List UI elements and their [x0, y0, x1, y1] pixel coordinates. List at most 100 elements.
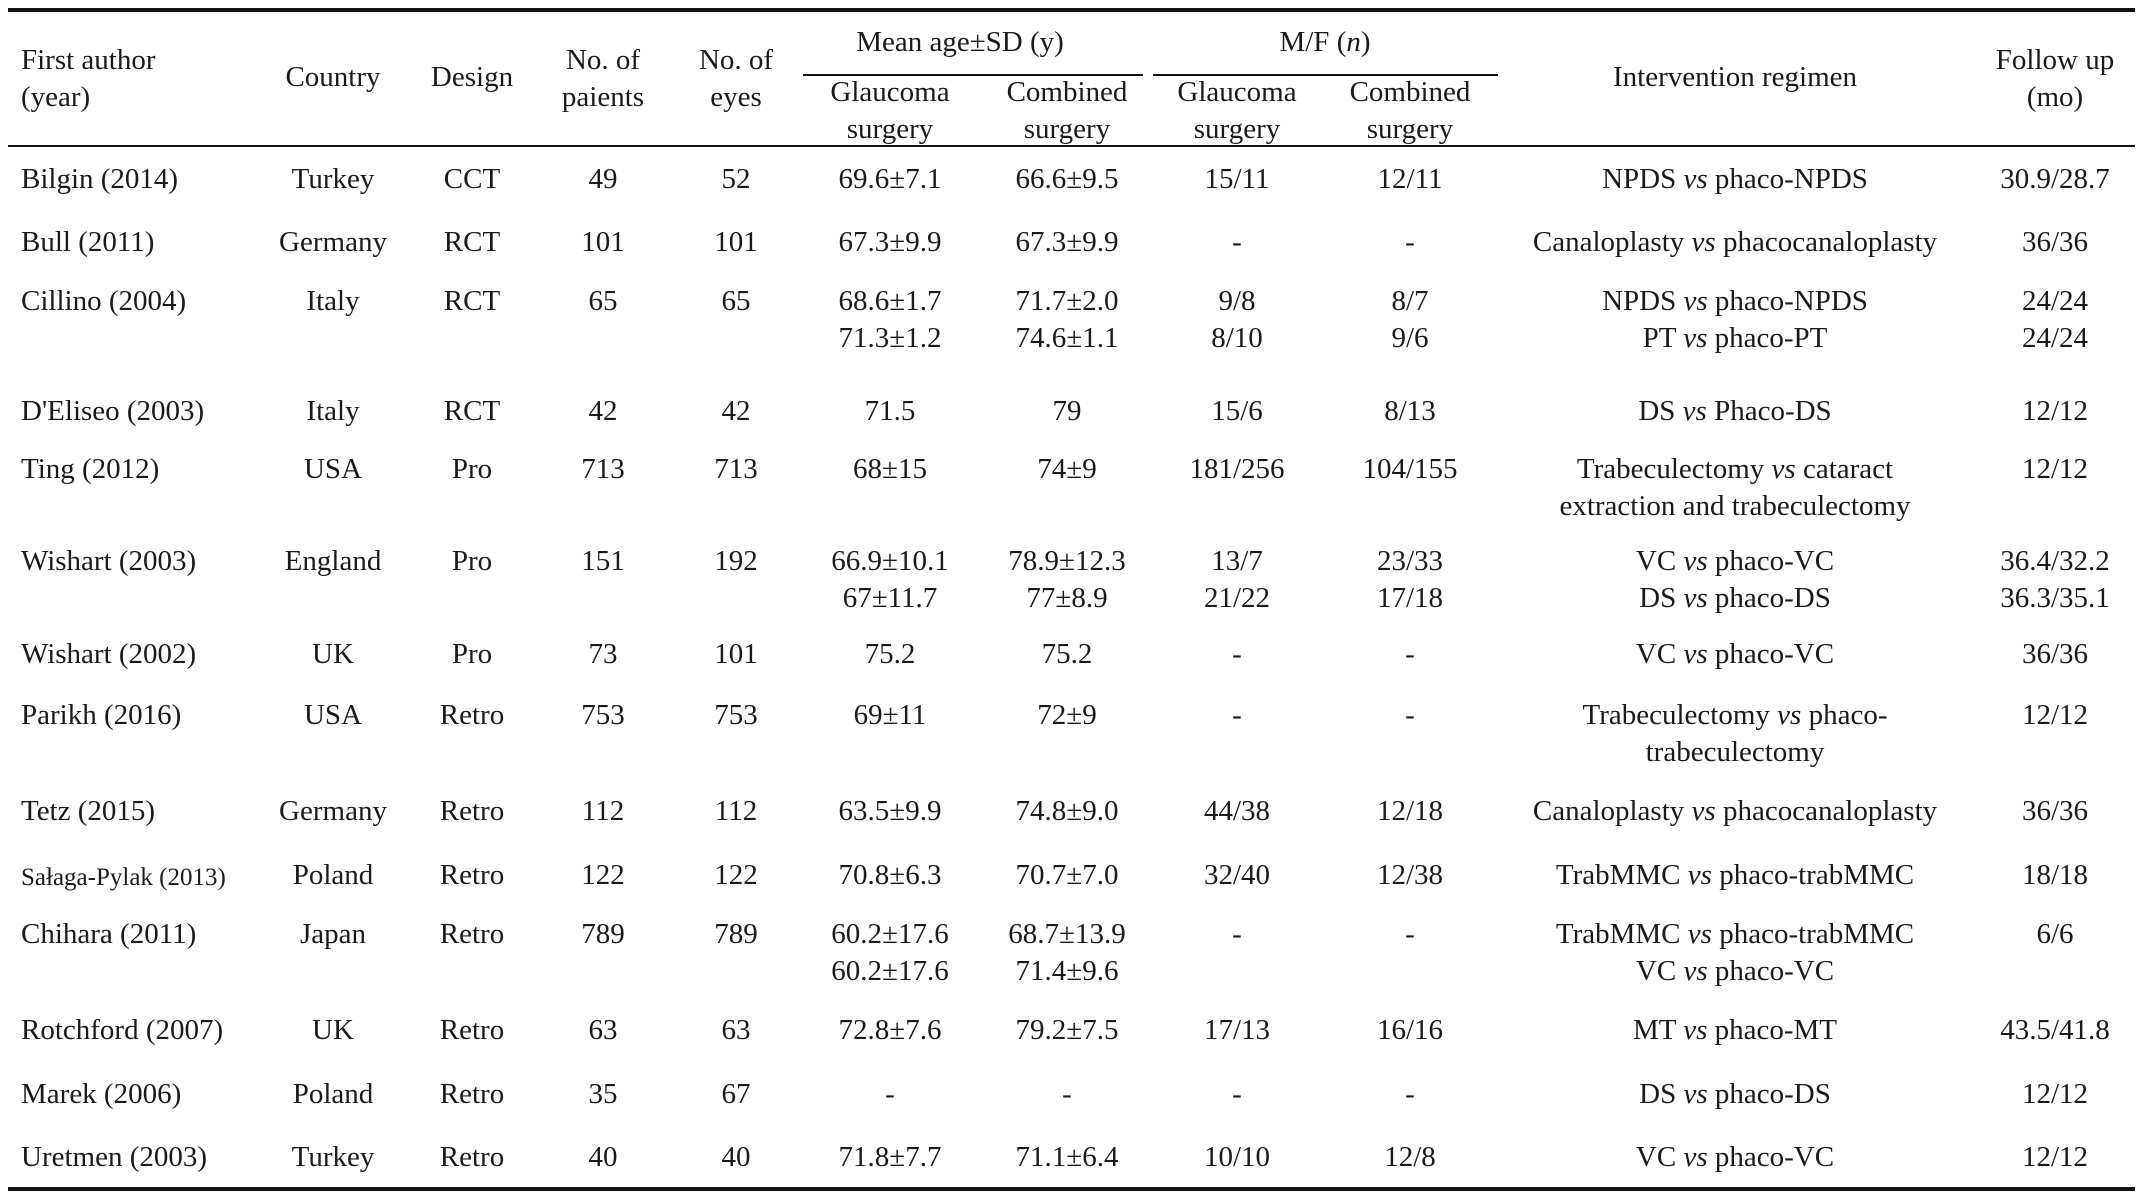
header-mean-age-group: Mean age±SD (y) — [856, 26, 1064, 58]
cell-age-c: 71.1±6.4 — [1015, 1141, 1119, 1173]
cell-intervention: Canaloplasty vs phacocanaloplasty — [1533, 224, 1937, 261]
cell-age-c: 71.7±2.0 — [1015, 285, 1119, 317]
cell-age-c: - — [1062, 1078, 1072, 1110]
cell-design: Retro — [439, 918, 505, 950]
cell-mf-g: - — [1232, 918, 1242, 950]
cell-author: Sałaga-Pylak (2013) — [21, 864, 226, 891]
vs-label: vs — [1683, 285, 1708, 317]
cell-design: Pro — [451, 545, 493, 577]
vs-label: vs — [1691, 795, 1716, 827]
cell-follow: 24/24 — [2021, 285, 2089, 317]
cell-follow: 36.4/32.2 — [2000, 545, 2110, 577]
cell-intervention: VC vs phaco-VC — [1636, 953, 1834, 990]
cell-patients: 63 — [588, 1014, 618, 1046]
header-follow-up: Follow up (mo) — [1995, 44, 2115, 113]
cell-age-g: 60.2±17.6 — [831, 918, 949, 950]
cell-age-g: 69.6±7.1 — [838, 163, 942, 195]
cell-mf-c: - — [1405, 1078, 1415, 1110]
intervention-a: DS — [1639, 1078, 1677, 1110]
cell-eyes: 40 — [721, 1141, 751, 1173]
vs-label: vs — [1682, 395, 1707, 427]
cell-mf-c: 23/33 — [1376, 545, 1444, 577]
cell-patients: 73 — [588, 638, 618, 670]
cell-age-c: 68.7±13.9 — [1008, 918, 1126, 950]
intervention-a: TrabMMC — [1555, 918, 1681, 950]
intervention-b: phaco-VC — [1714, 955, 1835, 987]
cell-age-c: 71.4±9.6 — [1015, 955, 1119, 987]
intervention-b: phaco-VC — [1714, 638, 1835, 670]
cell-follow: 18/18 — [2021, 859, 2089, 891]
cell-intervention: TrabMMC vs phaco-trabMMC — [1556, 916, 1914, 953]
cell-patients: 40 — [588, 1141, 618, 1173]
cell-follow: 12/12 — [2021, 395, 2089, 427]
cell-intervention: DS vs phaco-DS — [1639, 580, 1831, 617]
header-intervention: Intervention regimen — [1613, 61, 1857, 93]
cell-age-c: 70.7±7.0 — [1015, 859, 1119, 891]
cell-author: Chihara (2011) — [21, 918, 197, 950]
cell-eyes: 713 — [714, 453, 758, 485]
cell-design: RCT — [443, 395, 501, 427]
intervention-a: DS — [1638, 395, 1676, 427]
cell-age-c: 74.8±9.0 — [1015, 795, 1119, 827]
intervention-a: DS — [1639, 582, 1677, 614]
cell-age-g: 72.8±7.6 — [838, 1014, 942, 1046]
cell-author: Bilgin (2014) — [21, 163, 179, 195]
cell-country: UK — [312, 638, 354, 670]
intervention-b: phaco-trabMMC — [1719, 859, 1915, 891]
vs-label: vs — [1683, 638, 1708, 670]
cell-follow: 24/24 — [2021, 322, 2089, 354]
cell-follow: 12/12 — [2021, 453, 2089, 485]
cell-follow: 6/6 — [2036, 918, 2074, 950]
cell-patients: 101 — [581, 226, 625, 258]
cell-patients: 42 — [588, 395, 618, 427]
cell-country: Poland — [292, 859, 374, 891]
cell-mf-c: 17/18 — [1376, 582, 1444, 614]
cell-author: Ting (2012) — [21, 453, 160, 485]
cell-intervention-cont: trabeculectomy — [1645, 736, 1825, 768]
cell-mf-g: - — [1232, 699, 1242, 731]
cell-follow: 12/12 — [2021, 699, 2089, 731]
bottom-rule — [8, 1187, 2135, 1191]
cell-patients: 122 — [581, 859, 625, 891]
cell-eyes: 101 — [714, 638, 758, 670]
cell-patients: 35 — [588, 1078, 618, 1110]
cell-age-g: 71.8±7.7 — [838, 1141, 942, 1173]
cell-follow: 36/36 — [2021, 638, 2089, 670]
cell-patients: 753 — [581, 699, 625, 731]
cell-country: Turkey — [291, 163, 375, 195]
intervention-a: NPDS — [1602, 163, 1677, 195]
intervention-b: Phaco-DS — [1714, 395, 1832, 427]
header-patients: No. of paients — [561, 44, 645, 113]
intervention-b: phaco-NPDS — [1714, 163, 1868, 195]
intervention-b: phaco-MT — [1714, 1014, 1838, 1046]
cell-age-g: 68.6±1.7 — [838, 285, 942, 317]
cell-mf-g: 8/10 — [1211, 322, 1263, 354]
cell-eyes: 122 — [714, 859, 758, 891]
cell-intervention: VC vs phaco-VC — [1636, 1139, 1834, 1176]
cell-age-c: 78.9±12.3 — [1008, 545, 1126, 577]
cell-follow: 36/36 — [2021, 795, 2089, 827]
cell-country: Poland — [292, 1078, 374, 1110]
cell-design: Retro — [439, 859, 505, 891]
cell-country: Italy — [306, 395, 360, 427]
cell-age-c: 74.6±1.1 — [1015, 322, 1119, 354]
header-design: Design — [430, 61, 514, 93]
intervention-a: VC — [1635, 545, 1677, 577]
cell-country: England — [284, 545, 382, 577]
cell-design: Retro — [439, 699, 505, 731]
vs-label: vs — [1683, 322, 1708, 354]
cell-age-c: 72±9 — [1037, 699, 1097, 731]
cell-mf-c: 12/8 — [1384, 1141, 1436, 1173]
cell-intervention: VC vs phaco-VC — [1636, 636, 1834, 673]
intervention-a: Trabeculectomy — [1576, 453, 1765, 485]
cell-eyes: 192 — [714, 545, 758, 577]
cell-design: CCT — [443, 163, 501, 195]
intervention-a: Canaloplasty — [1532, 226, 1685, 258]
cell-country: Germany — [279, 795, 387, 827]
cell-age-g: 60.2±17.6 — [831, 955, 949, 987]
cell-mf-c: - — [1405, 226, 1415, 258]
header-eyes: No. of eyes — [698, 44, 774, 113]
cell-mf-g: - — [1232, 1078, 1242, 1110]
cell-age-c: 79 — [1052, 395, 1082, 427]
cell-eyes: 42 — [721, 395, 751, 427]
